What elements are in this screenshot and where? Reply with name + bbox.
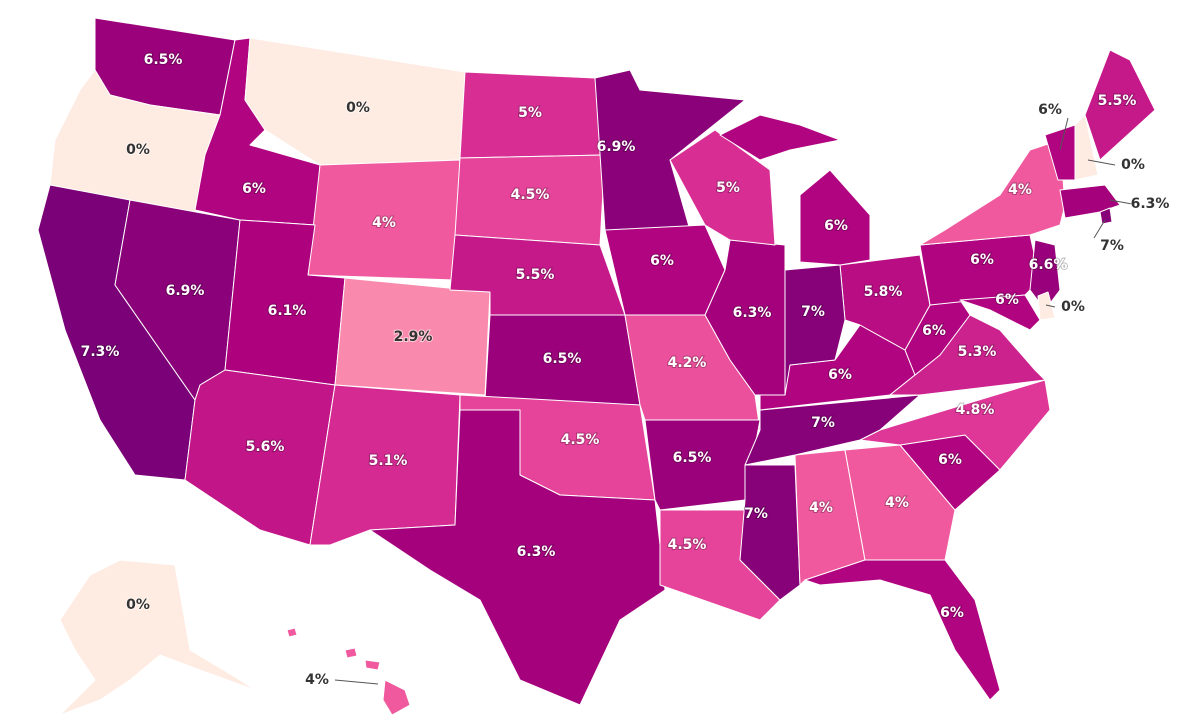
region-label: 5% — [518, 105, 542, 121]
region-label: 6.5% — [144, 52, 183, 68]
region — [859, 379, 1051, 471]
region-label: 5% — [716, 180, 740, 196]
region-label: 6.5% — [543, 351, 582, 367]
region — [804, 559, 1001, 701]
region — [844, 444, 956, 561]
region-label: 7% — [744, 506, 768, 522]
region-label: 4.8% — [956, 402, 995, 418]
region-label: 6.1% — [268, 303, 307, 319]
region-label: 7% — [1100, 238, 1124, 254]
region-label: 6% — [828, 367, 852, 383]
region-label: 6.9% — [166, 283, 205, 299]
region-label: 4.5% — [511, 187, 550, 203]
region-label: 7.3% — [81, 344, 120, 360]
labels: 6.5% 0% 7.3% 6.9% 6% 0% 4% 6.1% 5.6% 2.9% 5.1% 5% 4.… — [80, 51, 1171, 689]
region-label: 6.6% — [1029, 257, 1068, 273]
region — [604, 224, 726, 316]
region — [959, 294, 1041, 331]
leader-line — [1059, 117, 1069, 151]
region-label: 0% — [126, 597, 150, 613]
region-label: 6% — [1038, 102, 1062, 118]
region-label: 6.5% — [673, 450, 712, 466]
region — [369, 409, 666, 706]
region-label: 0% — [346, 100, 370, 116]
region-label: 4% — [1008, 182, 1032, 198]
region-label: 5.8% — [864, 284, 903, 300]
region — [704, 239, 786, 396]
region — [286, 627, 411, 716]
leader-line — [1109, 199, 1133, 205]
region-label: 4% — [372, 215, 396, 231]
region-label: 0% — [126, 142, 150, 158]
region-label: 6% — [938, 452, 962, 468]
region-label: 6% — [995, 292, 1019, 308]
region-label: 5.5% — [516, 267, 555, 283]
region — [919, 139, 1066, 246]
region-label: 5.5% — [1098, 93, 1137, 109]
region-label: 6% — [922, 323, 946, 339]
region-label: 5.1% — [369, 453, 408, 469]
leader-line — [334, 679, 379, 685]
regions — [37, 17, 1156, 716]
region — [744, 394, 921, 466]
region — [1029, 239, 1061, 311]
region-label: 7% — [811, 415, 835, 431]
region-label: 6.3% — [1131, 196, 1170, 212]
leader-line — [1093, 219, 1106, 239]
region-label: 4% — [305, 672, 329, 688]
region-label: 4% — [885, 495, 909, 511]
region-label: 6% — [242, 181, 266, 197]
leader-line — [1087, 159, 1116, 166]
region — [919, 234, 1041, 306]
region-label: 6% — [970, 252, 994, 268]
region-label: 6.9% — [597, 139, 636, 155]
region — [1037, 291, 1056, 321]
region — [1074, 114, 1099, 181]
region-label: 7% — [801, 304, 825, 320]
region-label: 4.5% — [561, 432, 600, 448]
region-label: 6% — [940, 605, 964, 621]
region-label: 5.3% — [958, 344, 997, 360]
region — [59, 559, 256, 716]
region — [719, 114, 871, 266]
region — [669, 129, 776, 246]
region-label: 6% — [824, 218, 848, 234]
region — [184, 369, 336, 546]
region-label: 4.5% — [668, 537, 707, 553]
region — [644, 419, 761, 511]
region-label: 5.6% — [246, 439, 285, 455]
region-label: 6% — [650, 253, 674, 269]
region-label: 6.3% — [733, 305, 772, 321]
region-label: 6.3% — [517, 544, 556, 560]
region — [1099, 207, 1113, 225]
region-label: 0% — [1061, 299, 1085, 315]
region — [1084, 49, 1156, 161]
region-label: 4% — [809, 500, 833, 516]
region-label: 4.2% — [668, 355, 707, 371]
region-label: 0% — [1121, 157, 1145, 173]
leader-line — [1045, 304, 1056, 308]
region-label: 2.9% — [394, 329, 433, 345]
